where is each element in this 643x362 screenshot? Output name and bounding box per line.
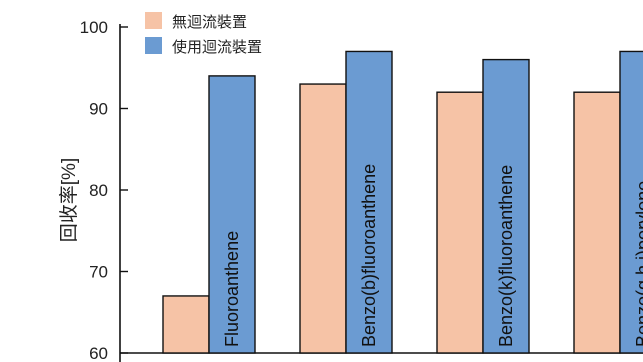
bars — [162, 50, 643, 354]
y-tick-label: 100 — [80, 18, 108, 37]
y-tick-label: 90 — [89, 100, 108, 119]
y-tick-label: 80 — [89, 181, 108, 200]
category-label: Benzo(b)fluoroanthene — [359, 164, 379, 347]
bar-with-reflux — [208, 75, 256, 354]
bar-no-reflux — [573, 91, 621, 354]
bar-no-reflux — [162, 295, 210, 354]
bar-with-reflux — [482, 58, 530, 354]
category-labels: Fluoroanthene Benzo(b)fluoroanthene Benzo(… — [222, 164, 643, 347]
bar-no-reflux — [436, 91, 484, 354]
category-label: Fluoroanthene — [222, 231, 242, 347]
legend-label: 使用迴流裝置 — [172, 39, 262, 56]
bar-with-reflux — [345, 50, 393, 354]
legend-label: 無迴流裝置 — [172, 14, 247, 31]
y-axis-label: 回收率[%] — [58, 158, 80, 242]
bar-with-reflux — [619, 50, 643, 354]
category-label: Benzo(g,h,i)perylene — [633, 181, 643, 347]
legend-swatch — [145, 37, 162, 54]
bar-no-reflux — [299, 83, 347, 354]
y-tick-label: 70 — [89, 263, 108, 282]
category-label: Benzo(k)fluoroanthene — [496, 165, 516, 347]
legend-swatch — [145, 12, 162, 29]
y-tick-label: 60 — [89, 344, 108, 362]
